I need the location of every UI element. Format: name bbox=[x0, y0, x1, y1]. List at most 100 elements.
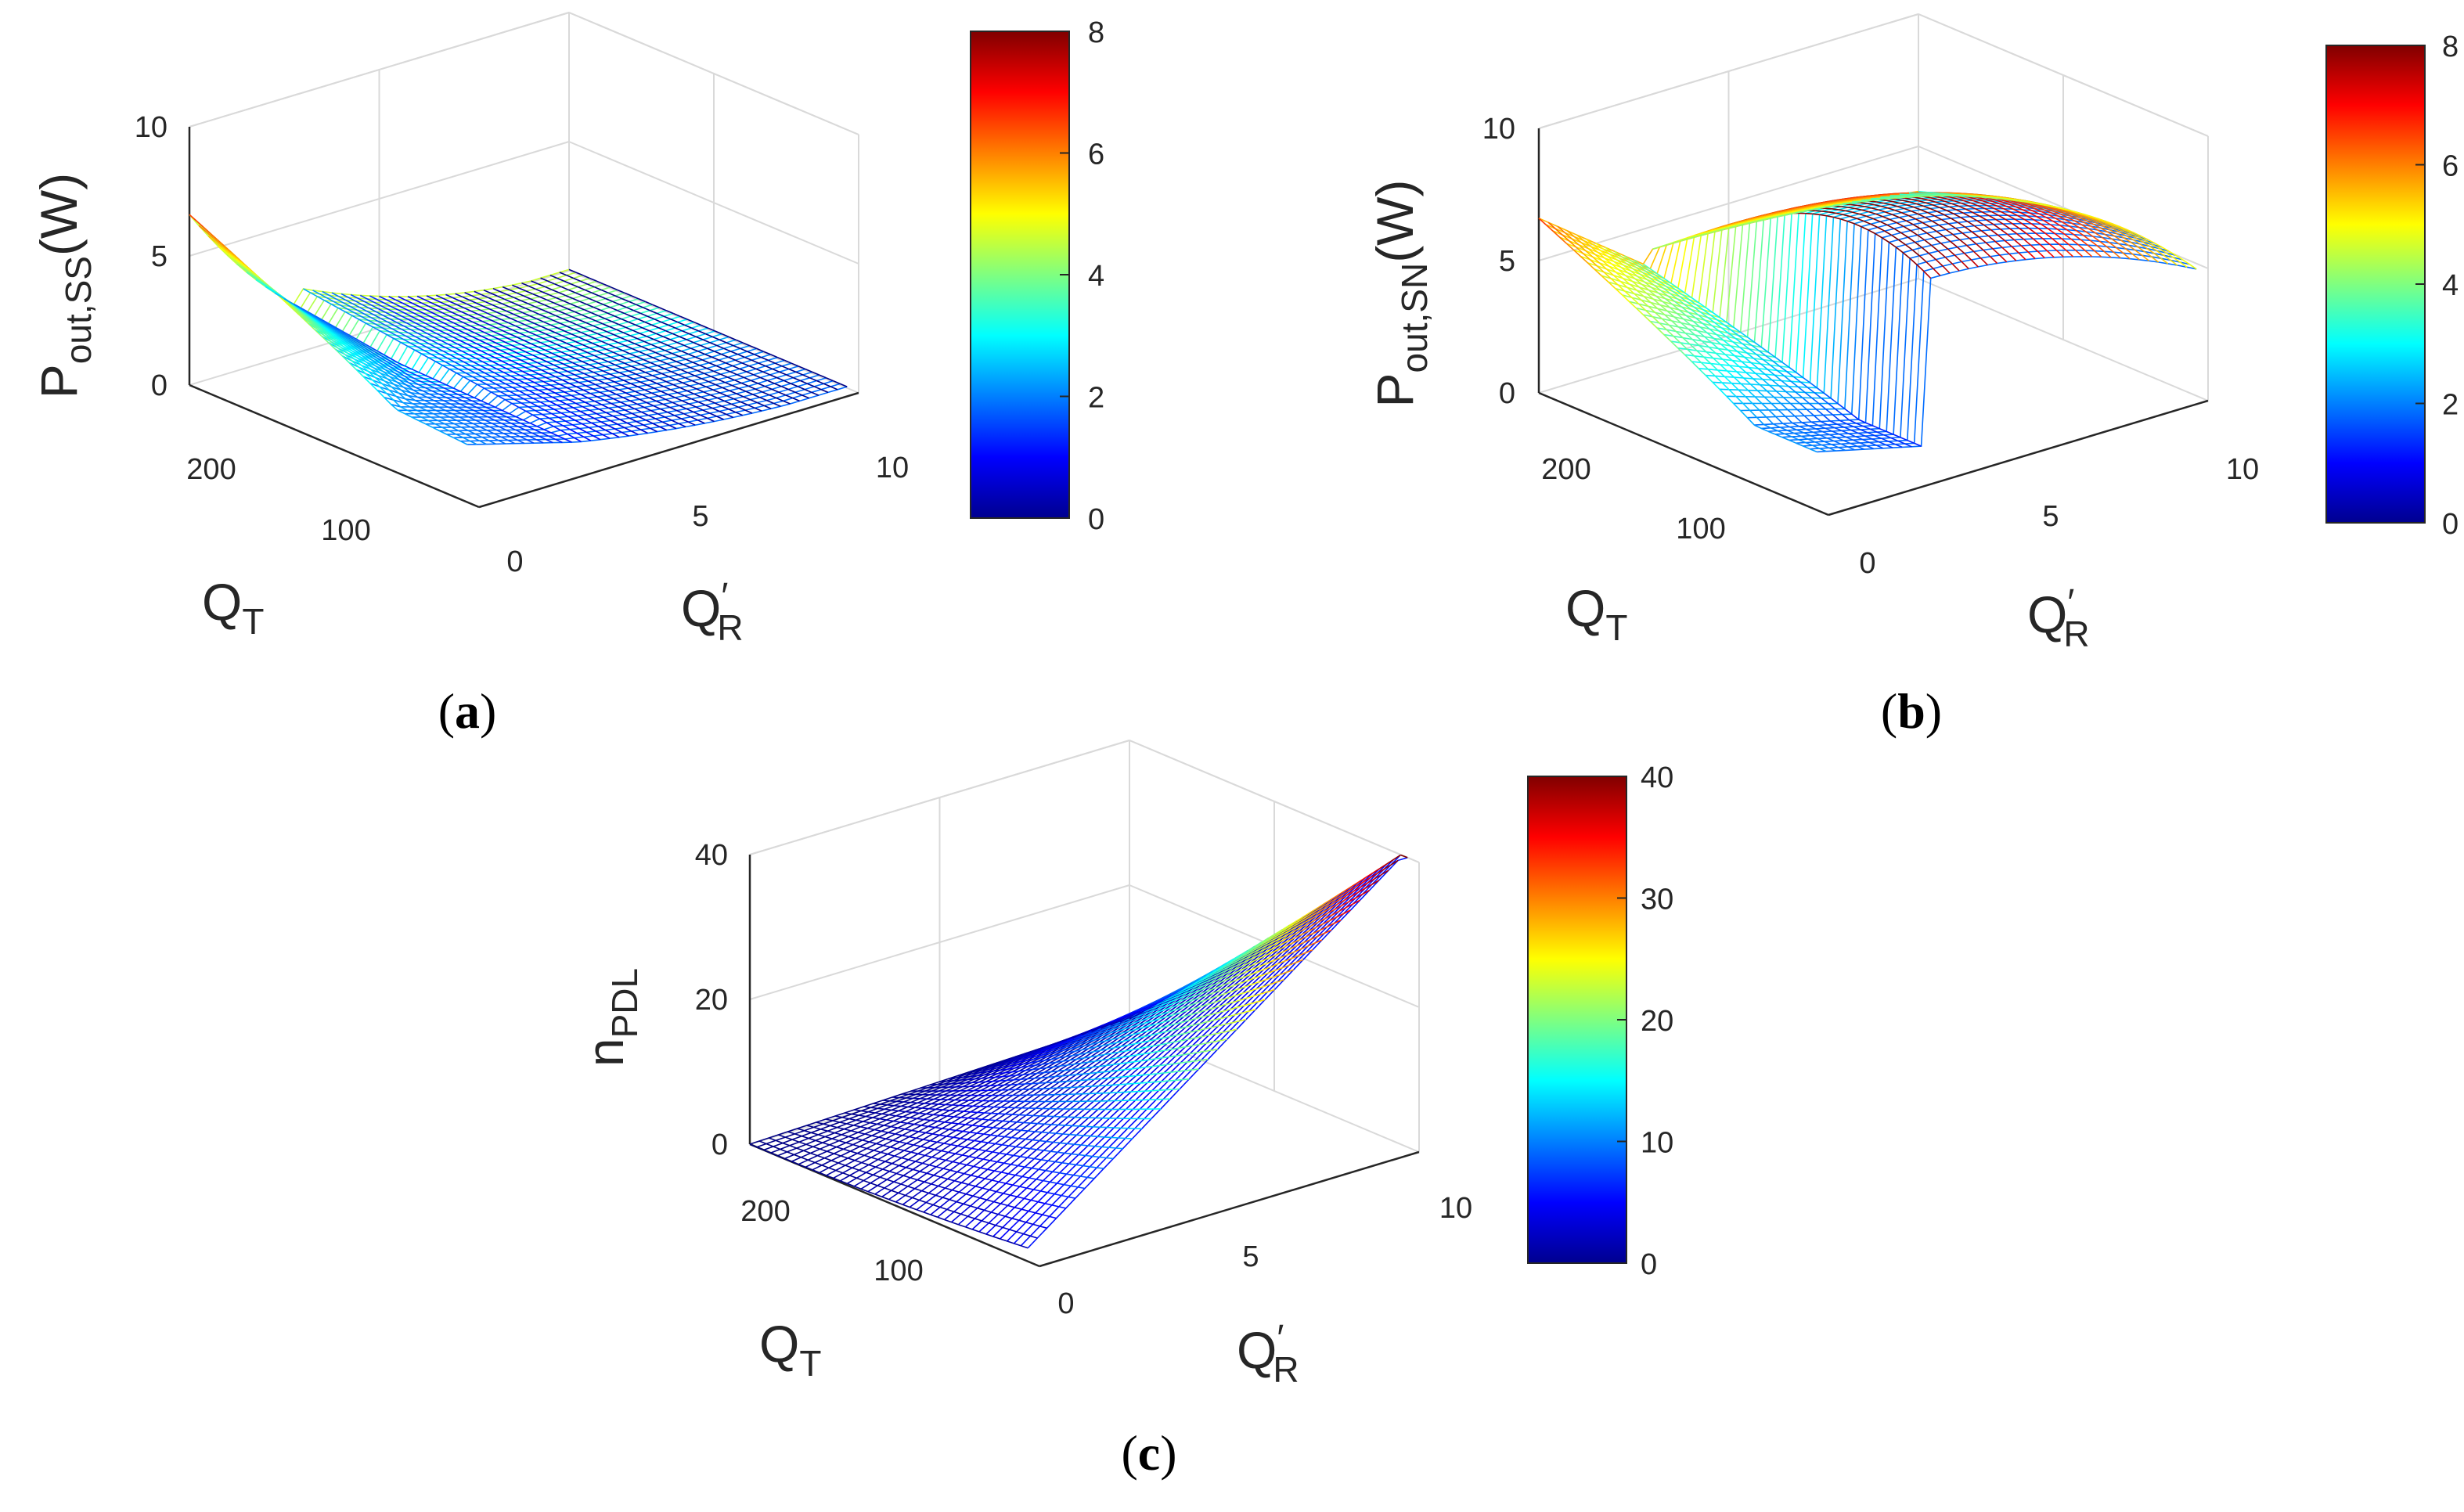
mesh-segment bbox=[860, 1126, 868, 1129]
mesh-segment bbox=[380, 373, 388, 380]
mesh-segment bbox=[1854, 198, 1863, 201]
mesh-segment bbox=[995, 1075, 1003, 1078]
mesh-segment bbox=[1239, 960, 1247, 966]
mesh-segment bbox=[517, 363, 526, 369]
mesh-segment bbox=[1161, 1080, 1169, 1082]
z-tick-label: 5 bbox=[151, 240, 168, 273]
mesh-segment bbox=[1165, 1089, 1173, 1091]
mesh-segment bbox=[919, 1171, 928, 1174]
mesh-segment bbox=[1027, 1078, 1035, 1080]
mesh-segment bbox=[589, 347, 597, 352]
mesh-segment bbox=[2107, 223, 2116, 229]
mesh-segment bbox=[400, 341, 409, 347]
mesh-segment bbox=[1703, 356, 1712, 365]
mesh-segment bbox=[567, 289, 576, 293]
mesh-segment bbox=[498, 380, 506, 385]
mesh-segment bbox=[1770, 213, 1778, 218]
mesh-segment bbox=[293, 309, 301, 317]
mesh-segment bbox=[717, 397, 725, 402]
mesh-segment bbox=[538, 283, 546, 288]
mesh-segment bbox=[558, 416, 566, 422]
mesh-segment bbox=[510, 360, 519, 365]
mesh-segment bbox=[1704, 319, 1713, 326]
mesh-segment bbox=[534, 322, 542, 327]
mesh-segment bbox=[1864, 206, 1872, 209]
mesh-segment bbox=[470, 350, 479, 355]
mesh-segment bbox=[492, 346, 501, 351]
mesh-segment bbox=[1017, 1056, 1025, 1059]
mesh-segment bbox=[1079, 1125, 1086, 1128]
mesh-segment bbox=[414, 412, 422, 418]
mesh-segment bbox=[1774, 374, 1782, 382]
mesh-segment bbox=[1799, 426, 1807, 430]
mesh-segment bbox=[833, 380, 841, 385]
mesh-segment bbox=[1753, 358, 1761, 365]
mesh-segment bbox=[1115, 1017, 1122, 1023]
mesh-segment bbox=[798, 365, 806, 370]
mesh-segment bbox=[1242, 974, 1251, 978]
mesh-segment bbox=[1160, 1042, 1168, 1046]
mesh-segment bbox=[636, 304, 643, 308]
mesh-segment bbox=[507, 337, 515, 342]
mesh-segment bbox=[387, 359, 396, 365]
mesh-segment bbox=[1072, 1067, 1079, 1071]
mesh-segment bbox=[543, 380, 551, 386]
mesh-segment bbox=[1028, 1177, 1036, 1180]
mesh-segment bbox=[361, 365, 369, 373]
mesh-segment bbox=[1255, 985, 1264, 990]
mesh-segment bbox=[1239, 1018, 1247, 1022]
mesh-segment bbox=[1789, 402, 1798, 410]
mesh-segment bbox=[1234, 1012, 1242, 1016]
mesh-segment bbox=[495, 342, 503, 347]
mesh-segment bbox=[1813, 431, 1821, 436]
mesh-segment bbox=[321, 319, 330, 324]
mesh-segment bbox=[347, 352, 355, 360]
mesh-segment bbox=[804, 388, 812, 394]
mesh-segment bbox=[1102, 1043, 1110, 1046]
mesh-segment bbox=[517, 337, 524, 341]
mesh-segment bbox=[1891, 234, 1899, 240]
mesh-segment bbox=[1644, 281, 1652, 288]
mesh-segment bbox=[2068, 243, 2077, 251]
mesh-segment bbox=[1054, 1193, 1062, 1197]
mesh-segment bbox=[376, 350, 385, 356]
mesh-segment bbox=[834, 1153, 841, 1157]
mesh-segment bbox=[874, 1193, 882, 1198]
mesh-segment bbox=[1992, 248, 2001, 256]
mesh-segment bbox=[1793, 207, 1801, 211]
mesh-segment bbox=[614, 364, 622, 369]
mesh-segment bbox=[449, 354, 458, 359]
mesh-segment bbox=[1184, 999, 1192, 1004]
mesh-segment bbox=[920, 1146, 928, 1149]
mesh-segment bbox=[485, 301, 493, 306]
mesh-segment bbox=[1044, 1058, 1052, 1061]
mesh-segment bbox=[1049, 1061, 1057, 1064]
mesh-segment bbox=[648, 348, 656, 354]
mesh-segment bbox=[1631, 280, 1640, 288]
mesh-segment bbox=[535, 288, 543, 293]
mesh-segment bbox=[1062, 1059, 1070, 1062]
mesh-segment bbox=[1059, 1046, 1067, 1049]
mesh-segment bbox=[2063, 233, 2072, 240]
mesh-segment bbox=[1278, 945, 1286, 951]
mesh-segment bbox=[1036, 1054, 1043, 1057]
mesh-segment bbox=[1930, 197, 1938, 200]
mesh-segment bbox=[1004, 1215, 1013, 1219]
mesh-segment bbox=[1126, 1022, 1134, 1026]
mesh-segment bbox=[430, 353, 438, 359]
mesh-segment bbox=[1910, 229, 1918, 236]
mesh-segment bbox=[630, 383, 639, 387]
mesh-segment bbox=[936, 1141, 945, 1144]
mesh-segment bbox=[770, 1152, 778, 1157]
mesh-segment bbox=[1343, 909, 1351, 915]
mesh-segment bbox=[2047, 228, 2055, 235]
mesh-segment bbox=[930, 1139, 938, 1143]
mesh-segment bbox=[979, 1125, 987, 1128]
mesh-segment bbox=[1816, 387, 1825, 394]
mesh-segment bbox=[485, 342, 494, 347]
mesh-segment bbox=[361, 315, 369, 322]
mesh-segment bbox=[609, 373, 618, 378]
mesh-segment bbox=[448, 329, 456, 334]
mesh-segment bbox=[229, 252, 237, 260]
mesh-segment bbox=[643, 424, 651, 430]
